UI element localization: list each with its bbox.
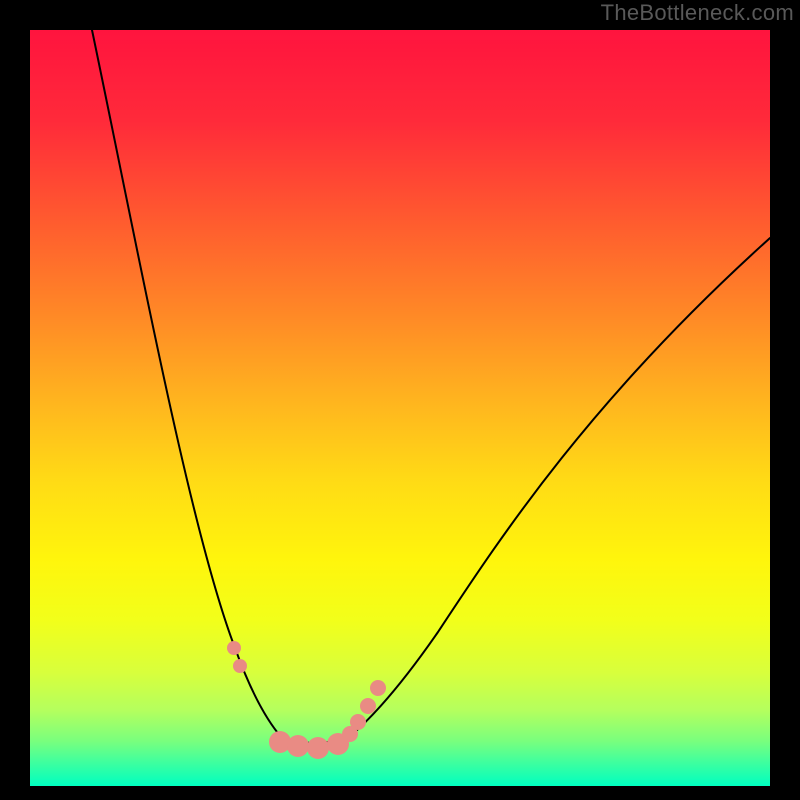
- bottleneck-chart: [0, 0, 800, 800]
- data-marker: [307, 737, 329, 759]
- data-marker: [360, 698, 376, 714]
- data-marker: [233, 659, 247, 673]
- chart-container: { "meta": { "watermark_text": "TheBottle…: [0, 0, 800, 800]
- chart-gradient-background: [30, 30, 770, 786]
- data-marker: [370, 680, 386, 696]
- data-marker: [287, 735, 309, 757]
- data-marker: [227, 641, 241, 655]
- data-marker: [350, 714, 366, 730]
- watermark-text: TheBottleneck.com: [601, 0, 794, 26]
